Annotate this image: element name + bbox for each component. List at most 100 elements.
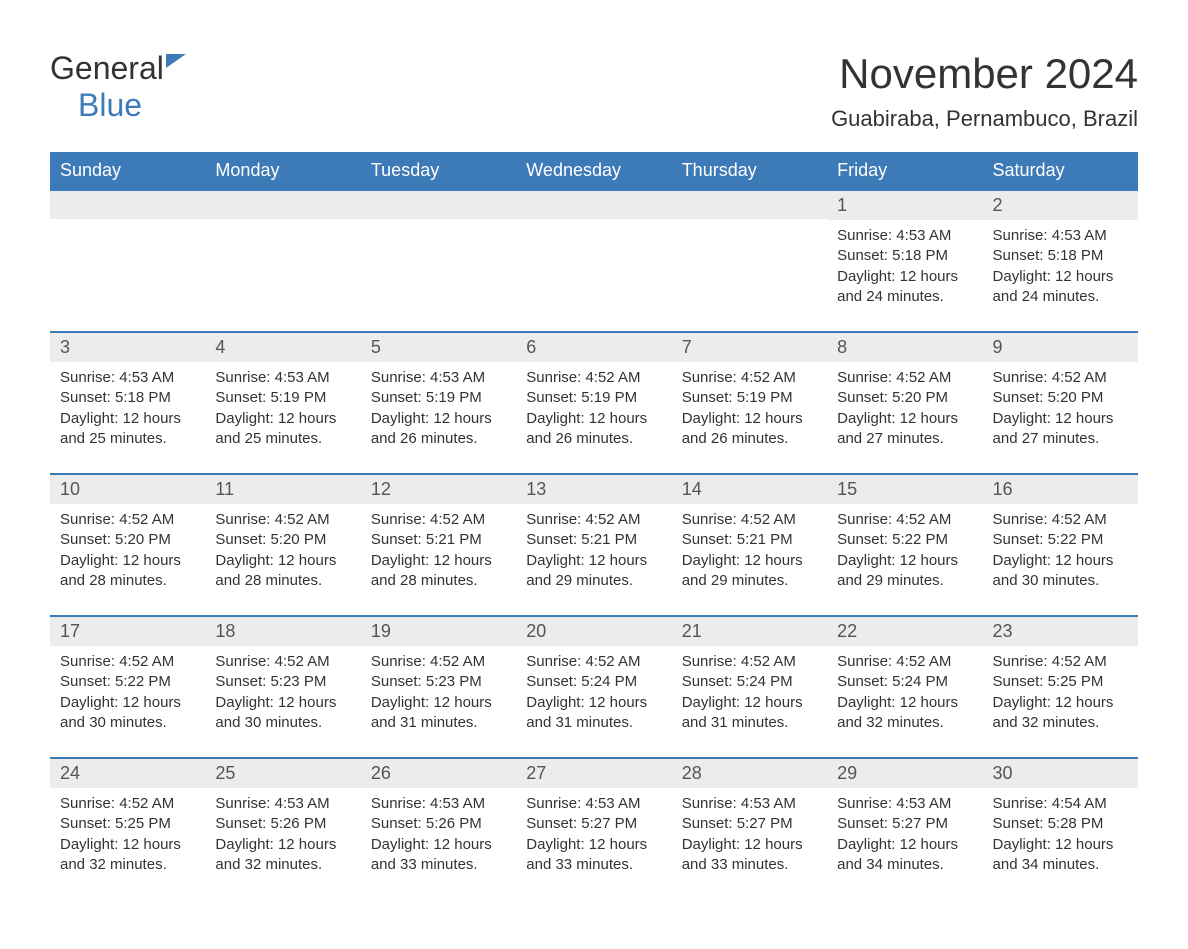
daylight-text: Daylight: 12 hours and 34 minutes. — [837, 835, 972, 876]
day-number — [516, 191, 671, 219]
day-content: Sunrise: 4:54 AMSunset: 5:28 PMDaylight:… — [983, 788, 1138, 899]
day-number: 12 — [361, 475, 516, 504]
day-number: 11 — [205, 475, 360, 504]
sunrise-text: Sunrise: 4:52 AM — [526, 510, 661, 530]
daylight-text: Daylight: 12 hours and 25 minutes. — [215, 409, 350, 450]
daylight-text: Daylight: 12 hours and 34 minutes. — [993, 835, 1128, 876]
day-number: 28 — [672, 759, 827, 788]
sunrise-text: Sunrise: 4:52 AM — [837, 510, 972, 530]
daylight-text: Daylight: 12 hours and 32 minutes. — [215, 835, 350, 876]
day-content: Sunrise: 4:53 AMSunset: 5:18 PMDaylight:… — [827, 220, 982, 331]
day-cell: 28Sunrise: 4:53 AMSunset: 5:27 PMDayligh… — [672, 758, 827, 899]
sunset-text: Sunset: 5:24 PM — [682, 672, 817, 692]
day-content: Sunrise: 4:52 AMSunset: 5:25 PMDaylight:… — [983, 646, 1138, 757]
day-cell: 23Sunrise: 4:52 AMSunset: 5:25 PMDayligh… — [983, 616, 1138, 758]
day-number: 21 — [672, 617, 827, 646]
day-cell: 15Sunrise: 4:52 AMSunset: 5:22 PMDayligh… — [827, 474, 982, 616]
daylight-text: Daylight: 12 hours and 32 minutes. — [993, 693, 1128, 734]
day-cell: 18Sunrise: 4:52 AMSunset: 5:23 PMDayligh… — [205, 616, 360, 758]
day-content: Sunrise: 4:52 AMSunset: 5:20 PMDaylight:… — [205, 504, 360, 615]
day-number: 26 — [361, 759, 516, 788]
daylight-text: Daylight: 12 hours and 25 minutes. — [60, 409, 195, 450]
daylight-text: Daylight: 12 hours and 31 minutes. — [682, 693, 817, 734]
day-content: Sunrise: 4:53 AMSunset: 5:18 PMDaylight:… — [50, 362, 205, 473]
sunset-text: Sunset: 5:20 PM — [60, 530, 195, 550]
sunset-text: Sunset: 5:21 PM — [682, 530, 817, 550]
day-cell — [361, 190, 516, 332]
sunset-text: Sunset: 5:25 PM — [60, 814, 195, 834]
day-content: Sunrise: 4:52 AMSunset: 5:23 PMDaylight:… — [361, 646, 516, 757]
daylight-text: Daylight: 12 hours and 26 minutes. — [682, 409, 817, 450]
day-content: Sunrise: 4:53 AMSunset: 5:19 PMDaylight:… — [205, 362, 360, 473]
sunrise-text: Sunrise: 4:53 AM — [682, 794, 817, 814]
calendar-table: Sunday Monday Tuesday Wednesday Thursday… — [50, 152, 1138, 899]
day-content: Sunrise: 4:53 AMSunset: 5:26 PMDaylight:… — [361, 788, 516, 899]
day-content: Sunrise: 4:53 AMSunset: 5:27 PMDaylight:… — [672, 788, 827, 899]
day-cell: 29Sunrise: 4:53 AMSunset: 5:27 PMDayligh… — [827, 758, 982, 899]
day-cell: 5Sunrise: 4:53 AMSunset: 5:19 PMDaylight… — [361, 332, 516, 474]
sunset-text: Sunset: 5:19 PM — [371, 388, 506, 408]
sunset-text: Sunset: 5:24 PM — [526, 672, 661, 692]
location-subtitle: Guabiraba, Pernambuco, Brazil — [831, 106, 1138, 132]
day-number: 23 — [983, 617, 1138, 646]
day-number: 16 — [983, 475, 1138, 504]
calendar-week-row: 10Sunrise: 4:52 AMSunset: 5:20 PMDayligh… — [50, 474, 1138, 616]
day-cell: 13Sunrise: 4:52 AMSunset: 5:21 PMDayligh… — [516, 474, 671, 616]
calendar-week-row: 3Sunrise: 4:53 AMSunset: 5:18 PMDaylight… — [50, 332, 1138, 474]
day-number: 1 — [827, 191, 982, 220]
day-cell: 19Sunrise: 4:52 AMSunset: 5:23 PMDayligh… — [361, 616, 516, 758]
sunset-text: Sunset: 5:27 PM — [837, 814, 972, 834]
day-content: Sunrise: 4:52 AMSunset: 5:19 PMDaylight:… — [672, 362, 827, 473]
day-cell: 6Sunrise: 4:52 AMSunset: 5:19 PMDaylight… — [516, 332, 671, 474]
daylight-text: Daylight: 12 hours and 32 minutes. — [60, 835, 195, 876]
sunrise-text: Sunrise: 4:54 AM — [993, 794, 1128, 814]
sunrise-text: Sunrise: 4:52 AM — [215, 652, 350, 672]
logo-text-block: General Blue — [50, 50, 186, 124]
sunrise-text: Sunrise: 4:52 AM — [60, 794, 195, 814]
sunset-text: Sunset: 5:23 PM — [371, 672, 506, 692]
day-number: 10 — [50, 475, 205, 504]
day-cell: 12Sunrise: 4:52 AMSunset: 5:21 PMDayligh… — [361, 474, 516, 616]
day-number: 8 — [827, 333, 982, 362]
day-number: 22 — [827, 617, 982, 646]
day-content: Sunrise: 4:52 AMSunset: 5:21 PMDaylight:… — [672, 504, 827, 615]
day-number: 29 — [827, 759, 982, 788]
day-content: Sunrise: 4:52 AMSunset: 5:24 PMDaylight:… — [672, 646, 827, 757]
sunrise-text: Sunrise: 4:52 AM — [371, 652, 506, 672]
daylight-text: Daylight: 12 hours and 32 minutes. — [837, 693, 972, 734]
day-content: Sunrise: 4:52 AMSunset: 5:22 PMDaylight:… — [827, 504, 982, 615]
day-content: Sunrise: 4:53 AMSunset: 5:26 PMDaylight:… — [205, 788, 360, 899]
daylight-text: Daylight: 12 hours and 33 minutes. — [526, 835, 661, 876]
day-header-wednesday: Wednesday — [516, 152, 671, 190]
calendar-week-row: 24Sunrise: 4:52 AMSunset: 5:25 PMDayligh… — [50, 758, 1138, 899]
sunrise-text: Sunrise: 4:52 AM — [371, 510, 506, 530]
day-content — [50, 219, 205, 329]
month-title: November 2024 — [831, 50, 1138, 98]
sunrise-text: Sunrise: 4:52 AM — [60, 652, 195, 672]
day-content: Sunrise: 4:53 AMSunset: 5:18 PMDaylight:… — [983, 220, 1138, 331]
sunset-text: Sunset: 5:18 PM — [993, 246, 1128, 266]
sunset-text: Sunset: 5:19 PM — [215, 388, 350, 408]
day-cell — [516, 190, 671, 332]
day-cell: 22Sunrise: 4:52 AMSunset: 5:24 PMDayligh… — [827, 616, 982, 758]
day-content: Sunrise: 4:52 AMSunset: 5:19 PMDaylight:… — [516, 362, 671, 473]
day-content: Sunrise: 4:52 AMSunset: 5:23 PMDaylight:… — [205, 646, 360, 757]
day-content: Sunrise: 4:52 AMSunset: 5:20 PMDaylight:… — [50, 504, 205, 615]
sunset-text: Sunset: 5:24 PM — [837, 672, 972, 692]
day-cell: 11Sunrise: 4:52 AMSunset: 5:20 PMDayligh… — [205, 474, 360, 616]
day-content — [361, 219, 516, 329]
day-content — [205, 219, 360, 329]
day-header-saturday: Saturday — [983, 152, 1138, 190]
day-content — [516, 219, 671, 329]
day-number: 7 — [672, 333, 827, 362]
day-number: 24 — [50, 759, 205, 788]
sunrise-text: Sunrise: 4:53 AM — [526, 794, 661, 814]
day-cell: 3Sunrise: 4:53 AMSunset: 5:18 PMDaylight… — [50, 332, 205, 474]
day-number: 18 — [205, 617, 360, 646]
day-cell: 14Sunrise: 4:52 AMSunset: 5:21 PMDayligh… — [672, 474, 827, 616]
day-number — [50, 191, 205, 219]
sunrise-text: Sunrise: 4:53 AM — [837, 226, 972, 246]
day-header-thursday: Thursday — [672, 152, 827, 190]
sunrise-text: Sunrise: 4:53 AM — [371, 368, 506, 388]
sunrise-text: Sunrise: 4:53 AM — [215, 794, 350, 814]
